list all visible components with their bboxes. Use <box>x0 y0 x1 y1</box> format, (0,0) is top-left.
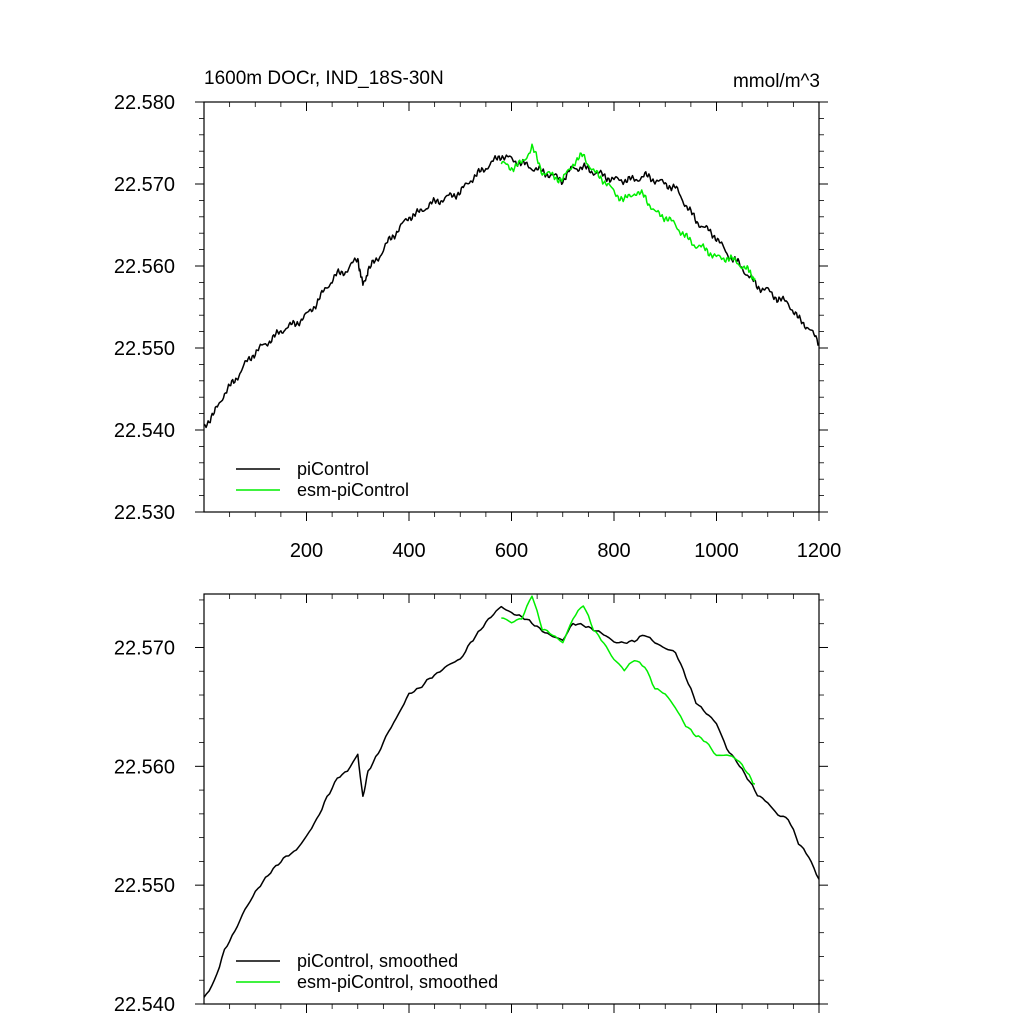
y-tick-label: 22.550 <box>114 875 175 897</box>
bottom-panel-series <box>203 595 820 998</box>
bottom-panel: 22.540 22.550 22.560 22.570 piControl, smoo… <box>114 593 828 1016</box>
top-panel-series <box>203 143 820 429</box>
legend-label-picontrol-smoothed: piControl, smoothed <box>297 951 458 971</box>
legend-label-esm-picontrol-smoothed: esm-piControl, smoothed <box>297 972 498 992</box>
series-line-esm-picontrol <box>500 143 756 282</box>
x-tick-label: 1000 <box>694 540 739 562</box>
y-tick-label: 22.540 <box>114 420 175 442</box>
legend-label-esm-picontrol: esm-piControl <box>297 480 409 500</box>
series-line-esm-picontrol-smoothed <box>501 595 756 785</box>
x-tick-label: 1200 <box>797 540 842 562</box>
bottom-panel-frame <box>203 593 820 1005</box>
y-tick-label: 22.580 <box>114 92 175 114</box>
y-tick-label: 22.550 <box>114 338 175 360</box>
top-panel-frame <box>203 101 820 513</box>
top-panel: 1600m DOCr, IND_18S-30N mmol/m^3 200 400 6… <box>114 68 841 562</box>
top-panel-units: mmol/m^3 <box>733 71 820 92</box>
series-line-picontrol <box>203 154 820 429</box>
top-panel-title: 1600m DOCr, IND_18S-30N <box>204 68 444 89</box>
x-tick-label: 400 <box>392 540 425 562</box>
x-tick-label: 800 <box>597 540 630 562</box>
y-tick-label: 22.570 <box>114 174 175 196</box>
top-panel-legend: piControl esm-piControl <box>236 459 409 500</box>
y-tick-label: 22.530 <box>114 502 175 524</box>
y-tick-label: 22.560 <box>114 256 175 278</box>
bottom-panel-ticks: 22.540 22.550 22.560 22.570 <box>114 594 828 1016</box>
series-line-picontrol-smoothed <box>203 605 820 998</box>
y-tick-label: 22.560 <box>114 756 175 778</box>
top-panel-ticks: 200 400 600 800 1000 1200 22.530 22.540 22.550 22… <box>114 92 841 562</box>
bottom-panel-legend: piControl, smoothed esm-piControl, smoot… <box>236 951 498 992</box>
x-tick-label: 600 <box>495 540 528 562</box>
x-tick-label: 200 <box>290 540 323 562</box>
y-tick-label: 22.540 <box>114 994 175 1016</box>
y-tick-label: 22.570 <box>114 637 175 659</box>
legend-label-picontrol: piControl <box>297 459 369 479</box>
